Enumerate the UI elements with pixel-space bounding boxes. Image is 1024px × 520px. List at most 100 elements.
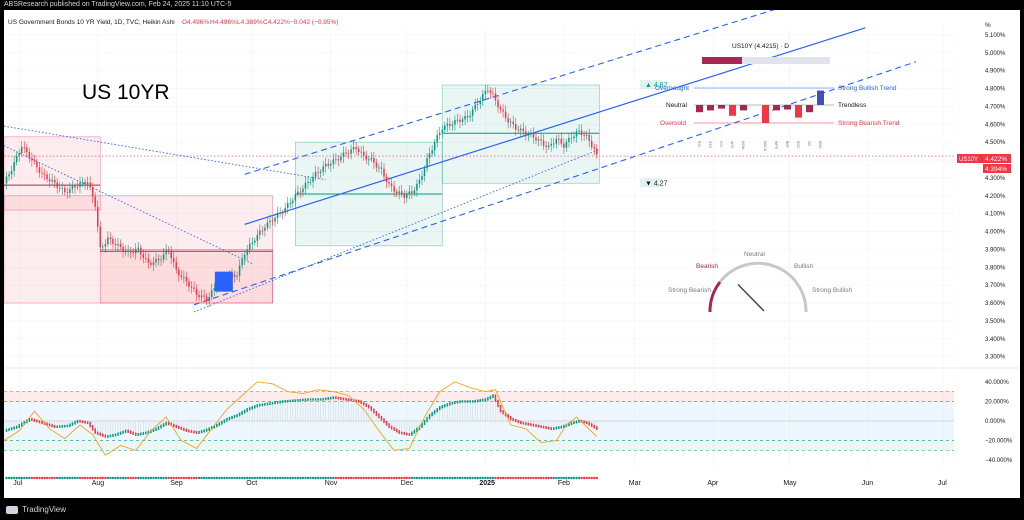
- chart-svg[interactable]: 5.100% 5.000% 4.900% 4.800% 4.700% 4.600% 4.50…: [3, 0, 1020, 498]
- signal-dot: [76, 476, 79, 480]
- candle-body: [261, 230, 264, 232]
- signal-dot: [243, 476, 246, 480]
- candle-body: [471, 109, 474, 116]
- osc-candle: [484, 398, 487, 402]
- candle-body: [568, 137, 570, 142]
- candle-body: [565, 141, 568, 148]
- candle-body: [155, 258, 157, 263]
- signal-dot: [286, 476, 289, 480]
- chart-big-title: US 10YR: [82, 81, 170, 104]
- candle-body: [423, 168, 426, 177]
- y-tick-label: 4.900%: [985, 69, 1006, 75]
- candle-body: [373, 157, 375, 163]
- osc-candle: [259, 403, 261, 407]
- signal-dot: [192, 476, 196, 480]
- osc-candle: [560, 425, 563, 429]
- tradingview-logo[interactable]: TradingView: [6, 505, 66, 514]
- candle-body: [178, 269, 180, 276]
- signal-dot: [322, 476, 325, 480]
- candle-body: [86, 182, 89, 185]
- signal-dot: [438, 476, 441, 480]
- y-tick-label: 4.700%: [985, 104, 1006, 110]
- osc-candle: [357, 399, 360, 403]
- candle-body: [119, 243, 122, 247]
- osc-candle: [183, 427, 185, 431]
- signal-dot: [354, 476, 358, 480]
- signal-dot: [491, 476, 495, 480]
- candle-body: [241, 259, 243, 266]
- candle-body: [183, 276, 185, 278]
- signal-dot: [441, 476, 444, 480]
- candle-body: [233, 274, 236, 277]
- row-neutral: Neutral: [666, 102, 688, 109]
- signal-dot: [425, 476, 429, 480]
- signal-dot: [101, 476, 105, 480]
- signal-dot: [522, 476, 525, 480]
- x-tick-label: Jul: [13, 480, 22, 487]
- signal-dot: [410, 476, 414, 480]
- osc-candle: [33, 418, 36, 422]
- signal-dot: [271, 476, 274, 480]
- osc-candle: [395, 428, 398, 433]
- candle-body: [165, 250, 167, 255]
- signal-dot: [263, 476, 267, 480]
- osc-candle: [203, 429, 205, 433]
- osc-candle: [436, 408, 438, 413]
- candle-body: [292, 200, 294, 204]
- candle-body: [64, 187, 66, 193]
- candle-body: [274, 217, 276, 222]
- osc-candle: [492, 394, 494, 399]
- candle-body: [56, 182, 58, 188]
- osc-candle: [517, 419, 520, 424]
- gauge-bullish: Bullish: [794, 263, 814, 270]
- osc-candle: [122, 430, 124, 434]
- candle-body: [145, 258, 147, 259]
- osc-candle: [79, 419, 81, 423]
- candle-body: [137, 247, 140, 250]
- osc-candle: [180, 426, 183, 431]
- candle-body: [330, 163, 332, 166]
- candle-body: [89, 182, 91, 188]
- gauge-arc-neutral: [718, 261, 808, 313]
- trend-bar: [740, 105, 747, 111]
- row-overbought: Overbought: [655, 85, 689, 92]
- osc-candle: [243, 409, 246, 414]
- osc-candle: [532, 423, 535, 427]
- osc-candle: [114, 433, 117, 437]
- osc-candle: [8, 428, 10, 432]
- candle-body: [157, 258, 160, 261]
- signal-dot: [132, 476, 135, 480]
- candle-body: [431, 150, 433, 154]
- signal-dot: [48, 476, 51, 480]
- signal-dot: [291, 476, 294, 480]
- signal-dot: [205, 476, 208, 480]
- osc-candle: [451, 401, 454, 405]
- signal-dot: [544, 476, 548, 480]
- x-tick-label: Aug: [92, 480, 105, 487]
- candle-body: [302, 188, 304, 193]
- candle-body: [195, 288, 198, 295]
- candle-body: [395, 191, 398, 194]
- candle-body: [322, 166, 324, 172]
- candle-body: [555, 138, 558, 144]
- osc-candle: [292, 399, 294, 403]
- chart-area[interactable]: 5.100% 5.000% 4.900% 4.800% 4.700% 4.600% 4.50…: [3, 0, 1020, 498]
- signal-dot: [256, 476, 259, 480]
- candle-body: [299, 191, 302, 193]
- signal-dot: [81, 476, 84, 480]
- candle-body: [327, 163, 330, 166]
- x-tick-label: 2025: [479, 480, 495, 487]
- y-tick-label: 4.600%: [985, 122, 1006, 128]
- osc-candle: [266, 402, 269, 406]
- signal-dot: [86, 476, 89, 480]
- osc-candle: [41, 421, 43, 425]
- candle-body: [494, 93, 497, 101]
- signal-dot: [588, 476, 591, 480]
- candle-body: [66, 192, 69, 193]
- signal-dot: [177, 476, 180, 480]
- candle-body: [522, 128, 525, 132]
- candle-body: [487, 90, 489, 92]
- signal-dot: [296, 476, 300, 480]
- candle-body: [459, 119, 461, 122]
- signal-dot: [349, 476, 353, 480]
